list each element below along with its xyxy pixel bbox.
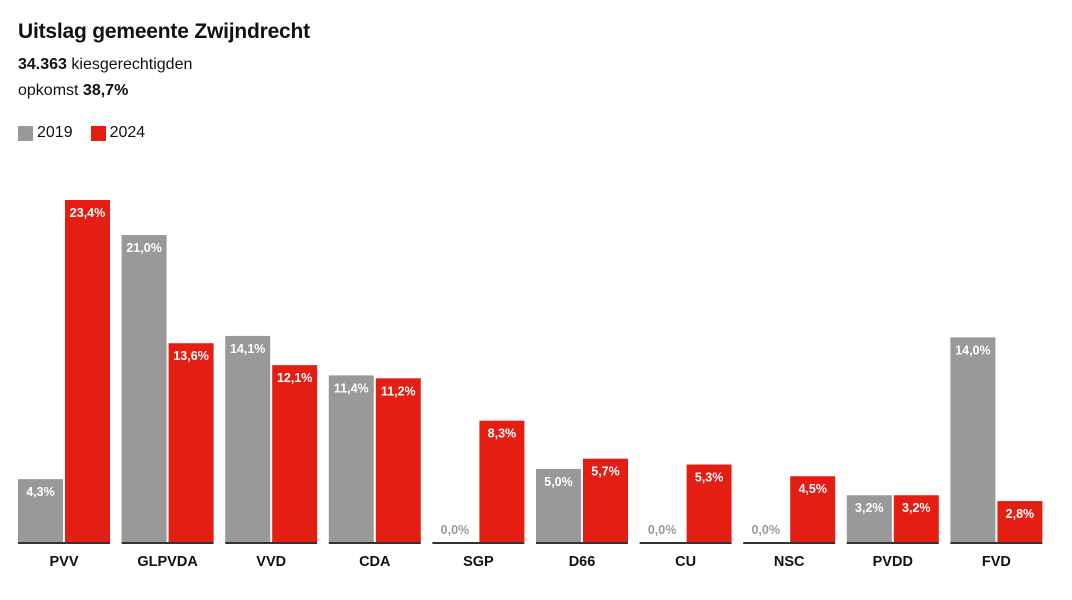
category-label-d66: D66 (569, 554, 596, 570)
baseline-sgp (432, 542, 525, 544)
bar-fvd-2019 (950, 337, 996, 542)
legend-swatch-2024 (90, 125, 106, 141)
chart-title: Uitslag gemeente Zwijndrecht (18, 20, 310, 43)
bar-group-vvd: 14,1% 12,1% VVD (225, 335, 318, 570)
value-label-sgp-2024: 8,3% (488, 427, 517, 441)
bar-glpvda-2019 (121, 235, 167, 543)
voters-label: kiesgerechtigden (71, 56, 193, 73)
value-label-d66-2024: 5,7% (591, 465, 620, 479)
value-label-sgp-2019: 0,0% (441, 523, 470, 537)
category-label-pvv: PVV (49, 554, 78, 570)
bar-cda-2019 (328, 375, 374, 542)
baseline-vvd (225, 542, 318, 544)
bar-group-pvv: 4,3% 23,4% PVV (18, 200, 110, 570)
value-label-nsc-2024: 4,5% (798, 482, 827, 496)
bar-d66-2024 (583, 458, 628, 542)
baseline-cda (328, 542, 421, 544)
category-label-cu: CU (675, 554, 696, 570)
category-label-vvd: VVD (256, 554, 286, 570)
value-label-fvd-2024: 2,8% (1006, 507, 1035, 521)
voters-value: 34.363 (18, 56, 67, 73)
baseline-glpvda (121, 542, 214, 544)
bar-group-cda: 11,4% 11,2% CDA (328, 375, 421, 570)
voters-line: 34.363 kiesgerechtigden (18, 52, 310, 78)
category-label-glpvda: GLPVDA (137, 554, 198, 570)
category-label-cda: CDA (359, 554, 391, 570)
value-label-glpvda-2024: 13,6% (173, 349, 208, 363)
value-label-cda-2019: 11,4% (334, 381, 369, 395)
value-label-pvdd-2019: 3,2% (855, 501, 884, 515)
baseline-nsc (743, 542, 836, 544)
baseline-pvdd (846, 542, 939, 544)
bar-d66-2019 (536, 468, 581, 542)
bar-fvd-2024 (997, 501, 1043, 542)
bar-group-pvdd: 3,2% 3,2% PVDD (846, 495, 939, 570)
category-label-sgp: SGP (463, 554, 494, 570)
legend-swatch-2019 (18, 125, 33, 141)
bar-group-glpvda: 21,0% 13,6% GLPVDA (121, 235, 214, 570)
bar-pvdd-2024 (893, 495, 939, 542)
turnout-value: 38,7% (82, 82, 129, 99)
baseline-cu (639, 542, 732, 544)
baseline-pvv (18, 542, 110, 544)
value-label-fvd-2019: 14,0% (955, 343, 990, 357)
bar-vvd-2019 (225, 335, 271, 542)
bar-glpvda-2024 (168, 343, 214, 542)
value-label-nsc-2019: 0,0% (751, 523, 780, 537)
bar-cda-2024 (375, 378, 421, 542)
value-label-cu-2019: 0,0% (648, 523, 677, 537)
value-label-vvd-2019: 14,1% (230, 342, 265, 356)
value-label-cda-2024: 11,2% (381, 384, 416, 398)
bar-pvv-2019 (18, 479, 63, 542)
baseline-fvd (950, 542, 1043, 544)
value-label-glpvda-2019: 21,0% (126, 241, 161, 255)
bar-group-nsc: 0,0% 4,5% NSC (743, 476, 836, 570)
value-label-pvv-2019: 4,3% (26, 485, 55, 499)
turnout-line: opkomst 38,7% (18, 78, 310, 104)
chart-legend: 2019 2024 (18, 124, 145, 142)
value-label-d66-2019: 5,0% (544, 475, 573, 489)
value-label-cu-2024: 5,3% (695, 471, 724, 485)
chart-header: Uitslag gemeente Zwijndrecht 34.363 kies… (18, 20, 310, 104)
category-label-fvd: FVD (982, 554, 1011, 570)
baseline-d66 (536, 542, 628, 544)
bar-sgp-2024 (479, 420, 525, 542)
value-label-vvd-2024: 12,1% (277, 371, 312, 385)
bar-group-d66: 5,0% 5,7% D66 (536, 458, 628, 570)
bar-pvv-2024 (65, 200, 110, 542)
category-label-nsc: NSC (774, 554, 805, 570)
legend-label-2024: 2024 (109, 124, 146, 141)
bar-group-fvd: 14,0% 2,8% FVD (950, 337, 1043, 570)
bar-cu-2024 (686, 464, 732, 542)
bar-vvd-2024 (272, 365, 318, 542)
bar-pvdd-2019 (846, 495, 892, 542)
category-label-pvdd: PVDD (873, 554, 913, 570)
legend-item-2024: 2024 (90, 124, 146, 142)
legend-label-2019: 2019 (37, 124, 73, 141)
bar-nsc-2024 (790, 476, 836, 542)
legend-item-2019: 2019 (18, 124, 73, 142)
value-label-pvv-2024: 23,4% (70, 206, 105, 220)
value-label-pvdd-2024: 3,2% (902, 501, 931, 515)
turnout-label: opkomst (18, 82, 79, 99)
bar-group-sgp: 0,0% 8,3% SGP (432, 420, 525, 570)
bar-group-cu: 0,0% 5,3% CU (639, 464, 732, 570)
